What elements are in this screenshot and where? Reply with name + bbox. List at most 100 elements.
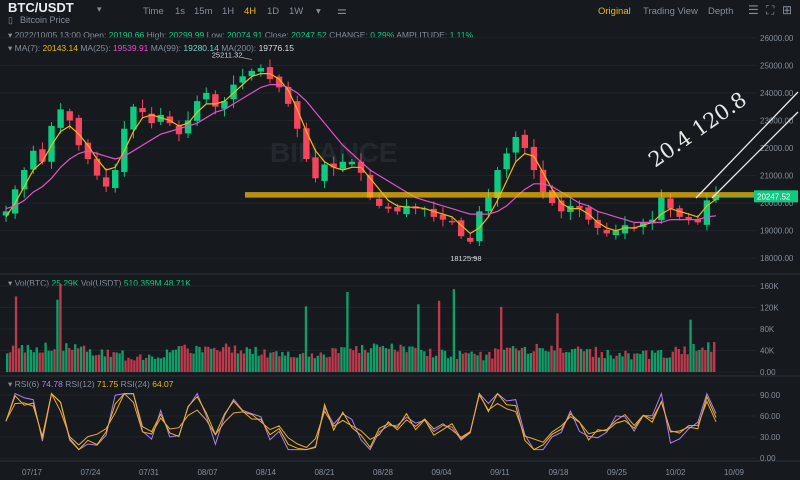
volume-bar	[278, 356, 281, 372]
candle-body	[303, 128, 310, 160]
tab-1d[interactable]: 1D	[267, 6, 280, 17]
candle-body	[57, 109, 64, 128]
volume-tick-label: 0.00	[760, 368, 776, 377]
candle-body	[75, 117, 83, 146]
candle-body	[112, 170, 119, 189]
volume-bar	[440, 349, 444, 372]
candle-body	[476, 211, 483, 242]
tab-time[interactable]: Time	[143, 6, 164, 17]
chevron-down-icon[interactable]: ▾	[97, 4, 102, 14]
volume-bar	[257, 355, 260, 372]
volume-bar	[20, 345, 24, 372]
volume-bar	[121, 350, 124, 372]
indicator-settings-icon[interactable]: ⚌	[337, 5, 347, 17]
volume-bar	[124, 360, 127, 372]
volume-bar	[100, 349, 104, 372]
handwritten-annotation: 20.4 120.8	[644, 87, 751, 172]
tab-1w[interactable]: 1W	[289, 6, 304, 17]
volume-bar	[183, 344, 186, 372]
tab-depth[interactable]: Depth	[708, 6, 734, 17]
candle-body	[130, 106, 137, 130]
volume-bar	[168, 352, 172, 372]
timeframe-dropdown-icon[interactable]: ▾	[316, 6, 321, 17]
collapse-icon[interactable]: ▾	[8, 278, 15, 288]
volume-bar	[479, 351, 482, 372]
date-tick-label: 07/24	[80, 468, 101, 477]
volume-bar	[627, 353, 630, 372]
volume-bar	[56, 299, 59, 372]
pair-title[interactable]: BTC/USDT	[8, 0, 74, 15]
volume-bar	[467, 353, 470, 372]
candle-body	[539, 169, 547, 193]
candle-body	[11, 189, 19, 214]
volume-bar	[532, 351, 535, 372]
volume-bar	[287, 351, 290, 372]
volume-bar	[38, 352, 41, 372]
tab-original[interactable]: Original	[598, 6, 631, 17]
ma7-label: MA(7):	[14, 43, 41, 53]
ma200-value: 19776.15	[258, 43, 295, 53]
volume-bar	[645, 350, 648, 372]
volume-bar	[378, 346, 382, 372]
volume-bar	[541, 348, 544, 372]
document-icon: ▯	[8, 15, 13, 25]
volume-bar	[150, 356, 154, 372]
candle-body	[467, 237, 474, 242]
vol-extra-value: 48.71K	[164, 278, 191, 288]
volume-bar	[65, 343, 68, 372]
candle-body	[148, 113, 155, 124]
volume-bar	[455, 358, 459, 372]
grid-icon[interactable]: ⊞	[782, 3, 793, 17]
volume-bar	[343, 347, 346, 372]
candle-body	[294, 101, 301, 129]
volume-bar	[227, 346, 231, 372]
tab-trading-view[interactable]: Trading View	[643, 6, 698, 17]
volume-tick-label: 160K	[760, 282, 779, 291]
volume-bar	[171, 350, 175, 372]
tab-1h[interactable]: 1H	[222, 6, 235, 17]
volume-bar	[310, 353, 314, 372]
ma200-label: MA(200):	[221, 43, 257, 53]
high-marker-label: 25211.32	[212, 51, 243, 60]
rsi-line	[5, 392, 717, 451]
volume-bar	[355, 346, 358, 372]
volume-bar	[630, 359, 633, 372]
volume-bar	[372, 343, 376, 372]
volume-info-row: ▾ Vol(BTC) 25.29K Vol(USDT) 510.359M 48.…	[8, 278, 191, 289]
collapse-icon[interactable]: ▾	[8, 379, 15, 389]
amplitude-value: 1.11%	[449, 30, 474, 40]
date-tick-label: 07/31	[139, 468, 160, 477]
price-tick-label: 19000.00	[760, 227, 794, 236]
volume-bar	[698, 349, 701, 372]
volume-bar	[91, 355, 95, 372]
volume-bar	[482, 360, 485, 372]
collapse-icon[interactable]: ▾	[8, 30, 15, 40]
volume-bar	[281, 352, 284, 372]
volume-bar	[612, 358, 615, 372]
volume-tick-label: 80K	[760, 325, 775, 334]
volume-bar	[559, 348, 562, 372]
volume-bar	[511, 346, 515, 372]
collapse-icon[interactable]: ▾	[8, 43, 15, 53]
pair-subtitle[interactable]: ▯ Bitcoin Price	[8, 15, 71, 25]
date-tick-label: 08/07	[197, 468, 218, 477]
volume-bar	[624, 350, 627, 372]
volume-bar	[142, 359, 145, 372]
volume-bar	[556, 313, 559, 372]
candle-body	[530, 146, 538, 171]
volume-bar	[701, 347, 704, 372]
tab-1s[interactable]: 1s	[175, 6, 186, 17]
volume-bar	[177, 346, 180, 372]
volume-bar	[458, 350, 461, 372]
change-label: CHANGE:	[329, 30, 368, 40]
ohlc-info-row: ▾ 2022/10/05 13:00 Open: 20190.66 High: …	[8, 30, 473, 41]
volume-bar	[139, 354, 142, 372]
low-marker-label: 18125.98	[450, 254, 481, 263]
expand-icon[interactable]: ⛶	[766, 3, 775, 17]
volume-bar	[636, 353, 639, 372]
tab-4h[interactable]: 4H	[244, 6, 257, 17]
list-icon[interactable]: ☰	[748, 3, 759, 17]
volume-bar	[503, 349, 506, 372]
tab-15m[interactable]: 15m	[194, 6, 213, 17]
